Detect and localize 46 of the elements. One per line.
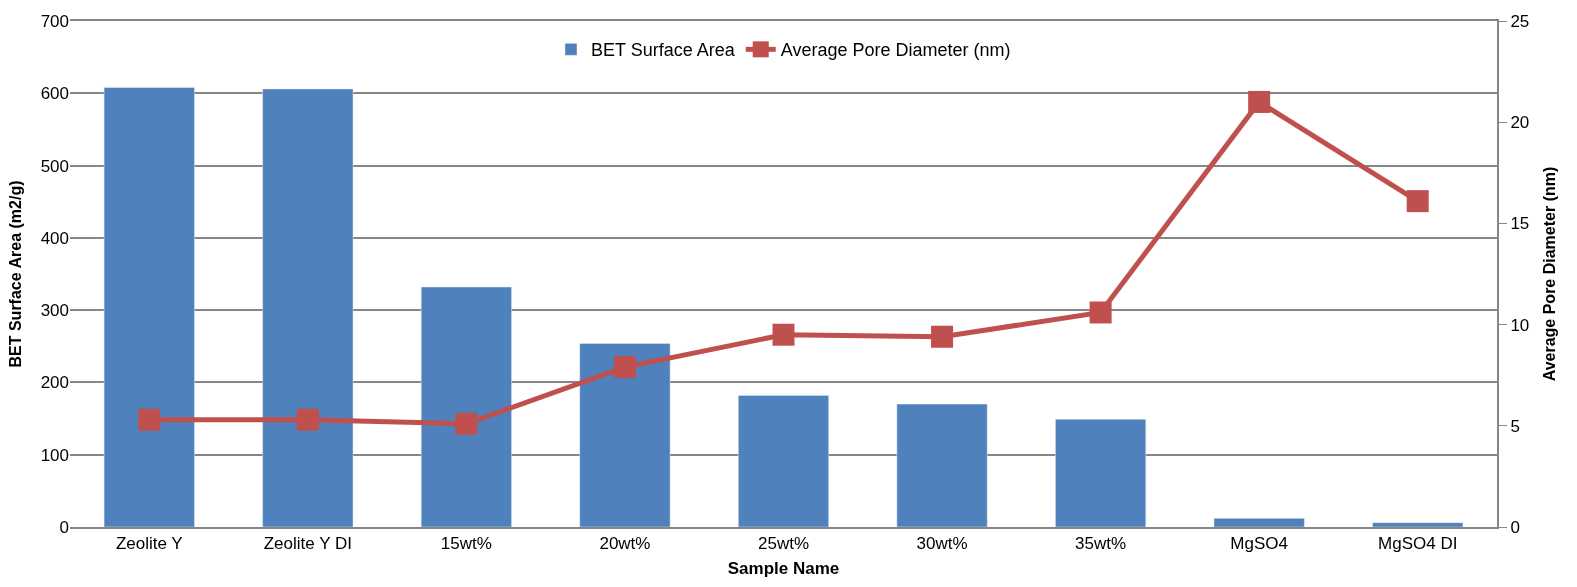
point <box>1089 301 1112 324</box>
x-tick-label: 25wt% <box>757 534 810 554</box>
point <box>455 412 478 435</box>
bar <box>1213 518 1305 527</box>
bar <box>1372 522 1464 527</box>
point <box>296 408 319 431</box>
bar <box>738 395 829 527</box>
legend-label: BET Surface Area <box>591 40 736 61</box>
y-tick-label: 100 <box>40 445 69 465</box>
y2-tick-label: 10 <box>1510 315 1530 335</box>
x-tick-label: MgSO4 DI <box>1378 534 1458 554</box>
y2-tick-label: 0 <box>1510 517 1520 537</box>
x-tick-label: 30wt% <box>916 534 968 554</box>
point <box>1406 190 1429 213</box>
y2-tick-label: 15 <box>1510 214 1530 234</box>
y-axis-title: BET Surface Area (m2/g) <box>6 180 24 368</box>
point <box>772 323 795 346</box>
y-tick-label: 400 <box>40 228 69 248</box>
y-tick-label: 0 <box>59 517 69 537</box>
y-tick-label: 200 <box>40 373 69 393</box>
y-tick-label: 700 <box>40 11 69 31</box>
x-tick-label: 35wt% <box>1075 534 1127 554</box>
point <box>1248 90 1271 113</box>
x-tick-label: Zeolite Y DI <box>263 534 352 554</box>
point <box>931 325 954 348</box>
legend-label: Average Pore Diameter (nm) <box>780 40 1011 61</box>
bar <box>262 88 354 527</box>
y2-axis-title: Average Pore Diameter (nm) <box>1540 166 1558 382</box>
x-tick-label: 15wt% <box>440 534 492 554</box>
bar <box>896 403 988 527</box>
x-tick-label: 20wt% <box>599 534 651 554</box>
y2-tick-label: 20 <box>1510 113 1530 133</box>
x-axis-title: Sample Name <box>727 559 840 579</box>
bar <box>420 286 512 527</box>
point <box>138 408 161 431</box>
x-tick-label: MgSO4 <box>1230 534 1288 554</box>
y-tick-label: 300 <box>40 301 69 321</box>
y-tick-label: 600 <box>40 84 69 104</box>
bar <box>1055 419 1147 527</box>
bar <box>103 87 195 527</box>
y2-tick-label: 25 <box>1510 11 1530 31</box>
x-tick-label: Zeolite Y <box>115 534 183 554</box>
y2-tick-label: 5 <box>1510 416 1520 436</box>
y-tick-label: 500 <box>40 156 69 176</box>
point <box>613 356 636 379</box>
bar <box>579 343 671 527</box>
